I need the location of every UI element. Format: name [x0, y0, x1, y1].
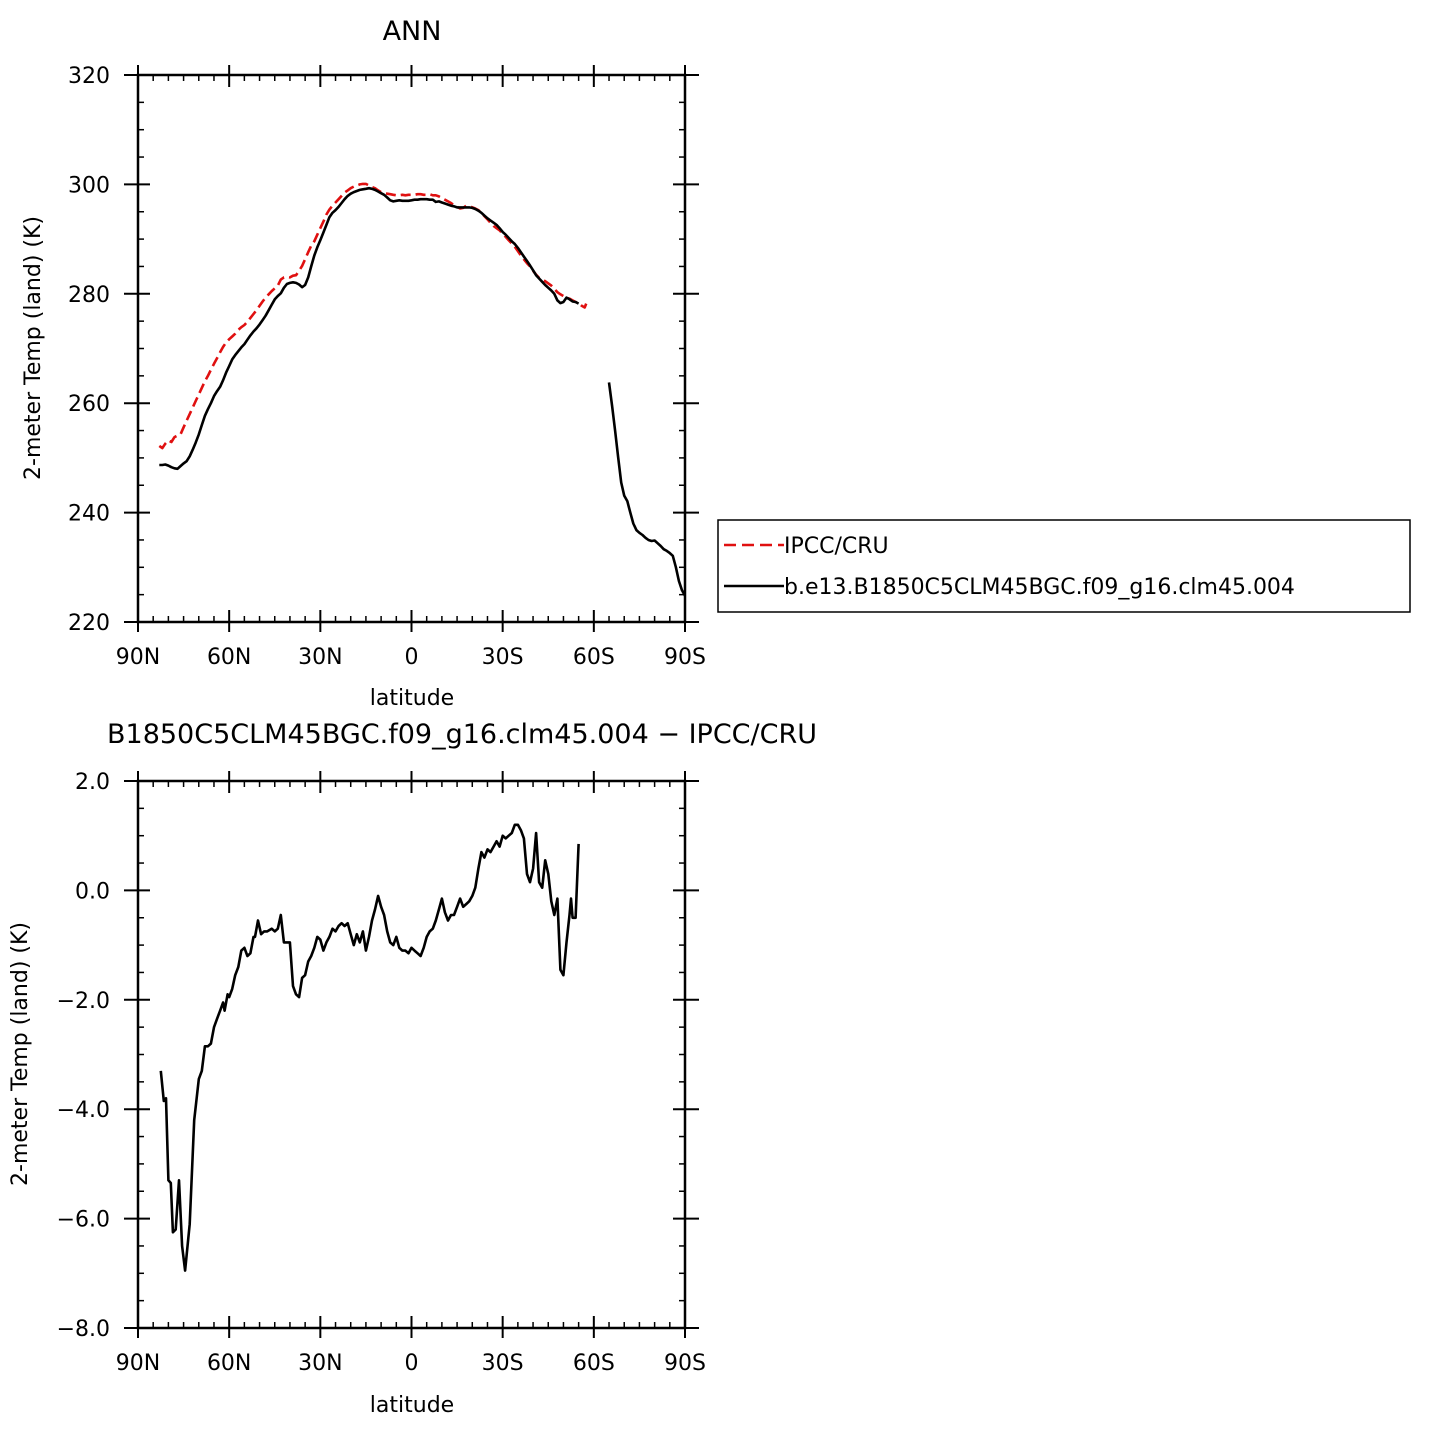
top-series-1-line-0: [159, 186, 580, 471]
top-y-tick-label: 220: [68, 611, 110, 636]
legend-entry-model: b.e13.B1850C5CLM45BGC.f09_g16.clm45.004: [724, 575, 1295, 600]
top-x-axis-label: latitude: [370, 686, 454, 711]
top-data-lines: [158, 182, 687, 597]
top-y-tick-label: 240: [68, 502, 110, 527]
top-series-0-line-0: [158, 182, 588, 450]
bottom-y-tick-label: 2.0: [75, 770, 110, 795]
top-panel: ANN 90N 60N 30N 0 30S 60S 90S 220 240 260 280 300 32…: [21, 16, 706, 711]
bottom-series-0-line-0: [159, 823, 580, 1272]
top-x-tick-label: 30N: [298, 645, 342, 670]
legend: IPCC/CRU b.e13.B1850C5CLM45BGC.f09_g16.c…: [717, 519, 1411, 613]
legend-entry-ipcc-cru: IPCC/CRU: [724, 534, 889, 559]
bottom-data-lines: [159, 823, 580, 1272]
top-y-axis-label: 2-meter Temp (land) (K): [21, 216, 46, 480]
top-x-tick-label: 30S: [482, 645, 524, 670]
top-plot-frame: [136, 73, 687, 624]
bottom-y-tick-label: 0.0: [75, 879, 110, 904]
bottom-x-tick-label: 0: [405, 1351, 419, 1376]
top-y-tick-label: 320: [68, 64, 110, 89]
bottom-x-axis-label: latitude: [370, 1393, 454, 1418]
top-x-tick-label: 60N: [207, 645, 251, 670]
bottom-x-tick-label: 90N: [116, 1351, 160, 1376]
top-y-tick-label: 280: [68, 283, 110, 308]
top-x-tick-label: 0: [405, 645, 419, 670]
top-y-tick-label: 260: [68, 392, 110, 417]
bottom-plot-frame: [136, 779, 687, 1330]
legend-label-model: b.e13.B1850C5CLM45BGC.f09_g16.clm45.004: [784, 575, 1295, 600]
top-chart-title: ANN: [383, 16, 442, 47]
legend-label-ipcc-cru: IPCC/CRU: [784, 534, 889, 559]
top-x-tick-label: 90N: [116, 645, 160, 670]
legend-box: [717, 519, 1411, 613]
bottom-y-tick-label: −6.0: [57, 1208, 110, 1233]
bottom-chart-title: B1850C5CLM45BGC.f09_g16.clm45.004 − IPCC…: [107, 719, 817, 750]
bottom-axis-ticks: 90N 60N 30N 0 30S 60S 90S −8.0 −6.0 −4.0 −2.0 0.0 2.…: [57, 770, 706, 1376]
top-series-1-line-1: [607, 382, 687, 597]
bottom-y-tick-label: −8.0: [57, 1317, 110, 1342]
bottom-x-tick-label: 60S: [573, 1351, 615, 1376]
bottom-y-tick-label: −4.0: [57, 1098, 110, 1123]
bottom-x-tick-label: 30S: [482, 1351, 524, 1376]
bottom-x-tick-label: 60N: [207, 1351, 251, 1376]
top-axis-ticks: 90N 60N 30N 0 30S 60S 90S 220 240 260 280 300 320: [68, 64, 706, 670]
top-x-tick-label: 90S: [664, 645, 706, 670]
bottom-y-axis-label: 2-meter Temp (land) (K): [8, 922, 33, 1186]
bottom-x-tick-label: 30N: [298, 1351, 342, 1376]
top-x-tick-label: 60S: [573, 645, 615, 670]
bottom-panel: B1850C5CLM45BGC.f09_g16.clm45.004 − IPCC…: [8, 719, 817, 1418]
bottom-y-tick-label: −2.0: [57, 989, 110, 1014]
bottom-x-tick-label: 90S: [664, 1351, 706, 1376]
top-y-tick-label: 300: [68, 173, 110, 198]
